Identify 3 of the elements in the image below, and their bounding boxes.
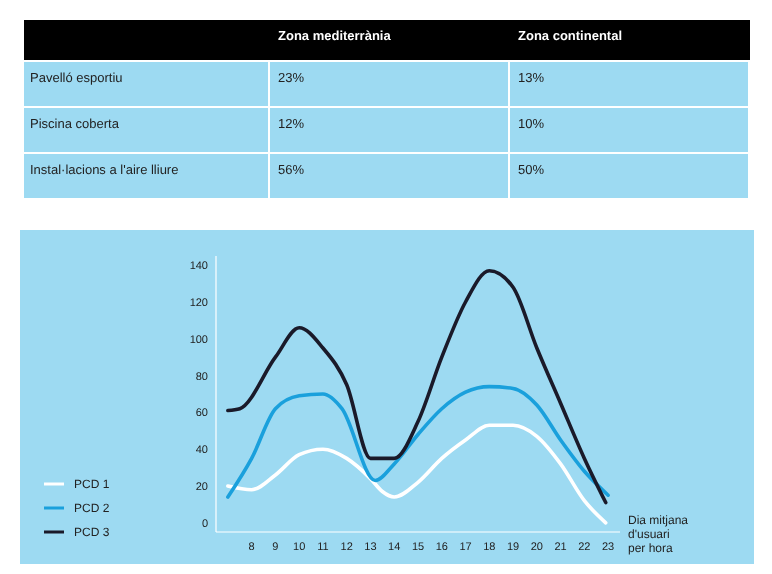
line-series bbox=[226, 268, 608, 505]
line-series bbox=[226, 384, 610, 499]
line-series bbox=[226, 423, 608, 525]
